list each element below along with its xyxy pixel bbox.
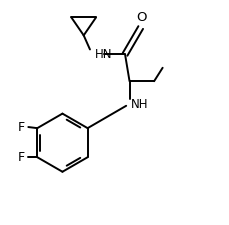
Text: NH: NH: [130, 98, 147, 111]
Text: F: F: [17, 151, 25, 164]
Text: F: F: [17, 121, 25, 133]
Text: HN: HN: [94, 48, 112, 61]
Text: O: O: [136, 11, 146, 23]
